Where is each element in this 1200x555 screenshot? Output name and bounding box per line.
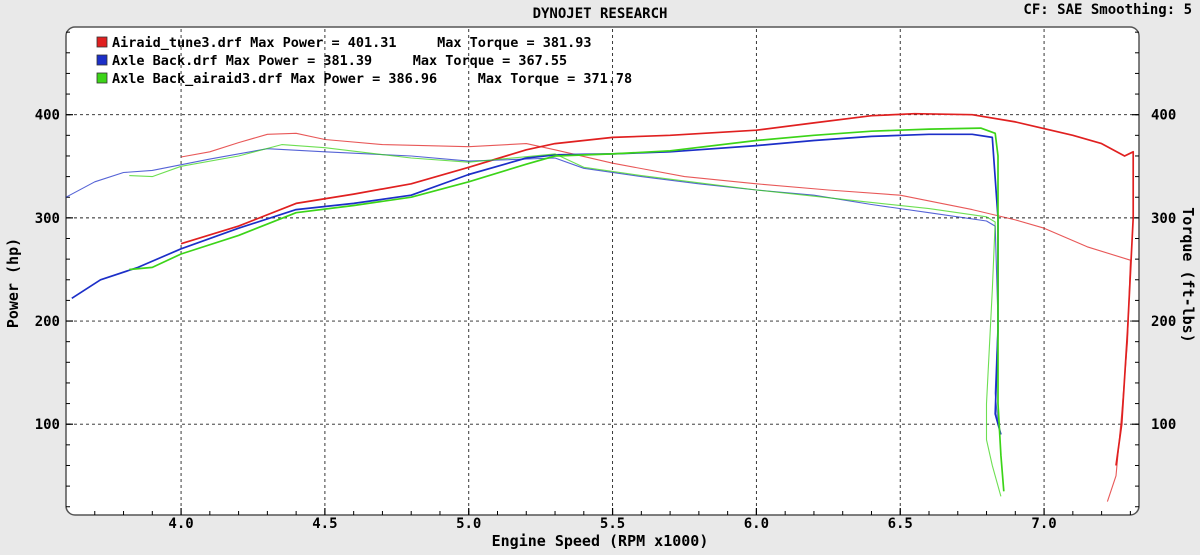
y2-axis-label: Torque (ft-lbs) xyxy=(1179,207,1197,342)
legend-swatch-3 xyxy=(96,72,108,84)
y-tick-label: 200 xyxy=(35,314,60,330)
minor-ticks xyxy=(66,31,1139,515)
y-tick-label: 400 xyxy=(35,108,60,124)
y-tick-label: 100 xyxy=(35,417,60,433)
plot-area xyxy=(65,26,1140,516)
y-tick-label: 300 xyxy=(35,211,60,227)
y2-tick-label: 100 xyxy=(1151,417,1176,433)
x-tick-label: 6.5 xyxy=(888,516,913,532)
y-axis-label: Power (hp) xyxy=(4,238,22,328)
series-3-torque-line xyxy=(129,144,1002,497)
series-1-power-line xyxy=(180,112,1135,466)
legend: Airaid_tune3.drf Max Power = 401.31 Max … xyxy=(96,35,632,87)
x-tick-label: 5.0 xyxy=(456,516,481,532)
y2-tick-label: 300 xyxy=(1151,211,1176,227)
x-tick-label: 4.0 xyxy=(168,516,193,532)
legend-swatch-2 xyxy=(96,54,108,66)
x-tick-label: 5.5 xyxy=(600,516,625,532)
legend-entry-1: Airaid_tune3.drf Max Power = 401.31 Max … xyxy=(112,35,592,51)
x-axis-label: Engine Speed (RPM x1000) xyxy=(492,532,709,550)
series-lines xyxy=(65,112,1135,502)
legend-entry-3: Axle Back_airaid3.drf Max Power = 386.96… xyxy=(112,71,632,87)
x-tick-label: 4.5 xyxy=(312,516,337,532)
y2-tick-label: 400 xyxy=(1151,108,1176,124)
x-tick-label: 6.0 xyxy=(744,516,769,532)
series-2-torque-line xyxy=(65,148,999,425)
y2-axis-ticks: 100 200 300 400 xyxy=(1151,108,1176,434)
y2-tick-label: 200 xyxy=(1151,314,1176,330)
grid-lines xyxy=(68,29,1137,513)
y-axis-ticks: 100 200 300 400 xyxy=(35,108,60,434)
x-axis-ticks: 4.0 4.5 5.0 5.5 6.0 6.5 7.0 xyxy=(168,516,1056,532)
chart-info: CF: SAE Smoothing: 5 xyxy=(1023,2,1192,18)
series-3-power-line xyxy=(129,127,1005,492)
chart-title: DYNOJET RESEARCH xyxy=(533,6,668,22)
legend-swatch-1 xyxy=(96,36,108,48)
x-tick-label: 7.0 xyxy=(1031,516,1056,532)
legend-entry-2: Axle Back.drf Max Power = 381.39 Max Tor… xyxy=(112,53,567,69)
